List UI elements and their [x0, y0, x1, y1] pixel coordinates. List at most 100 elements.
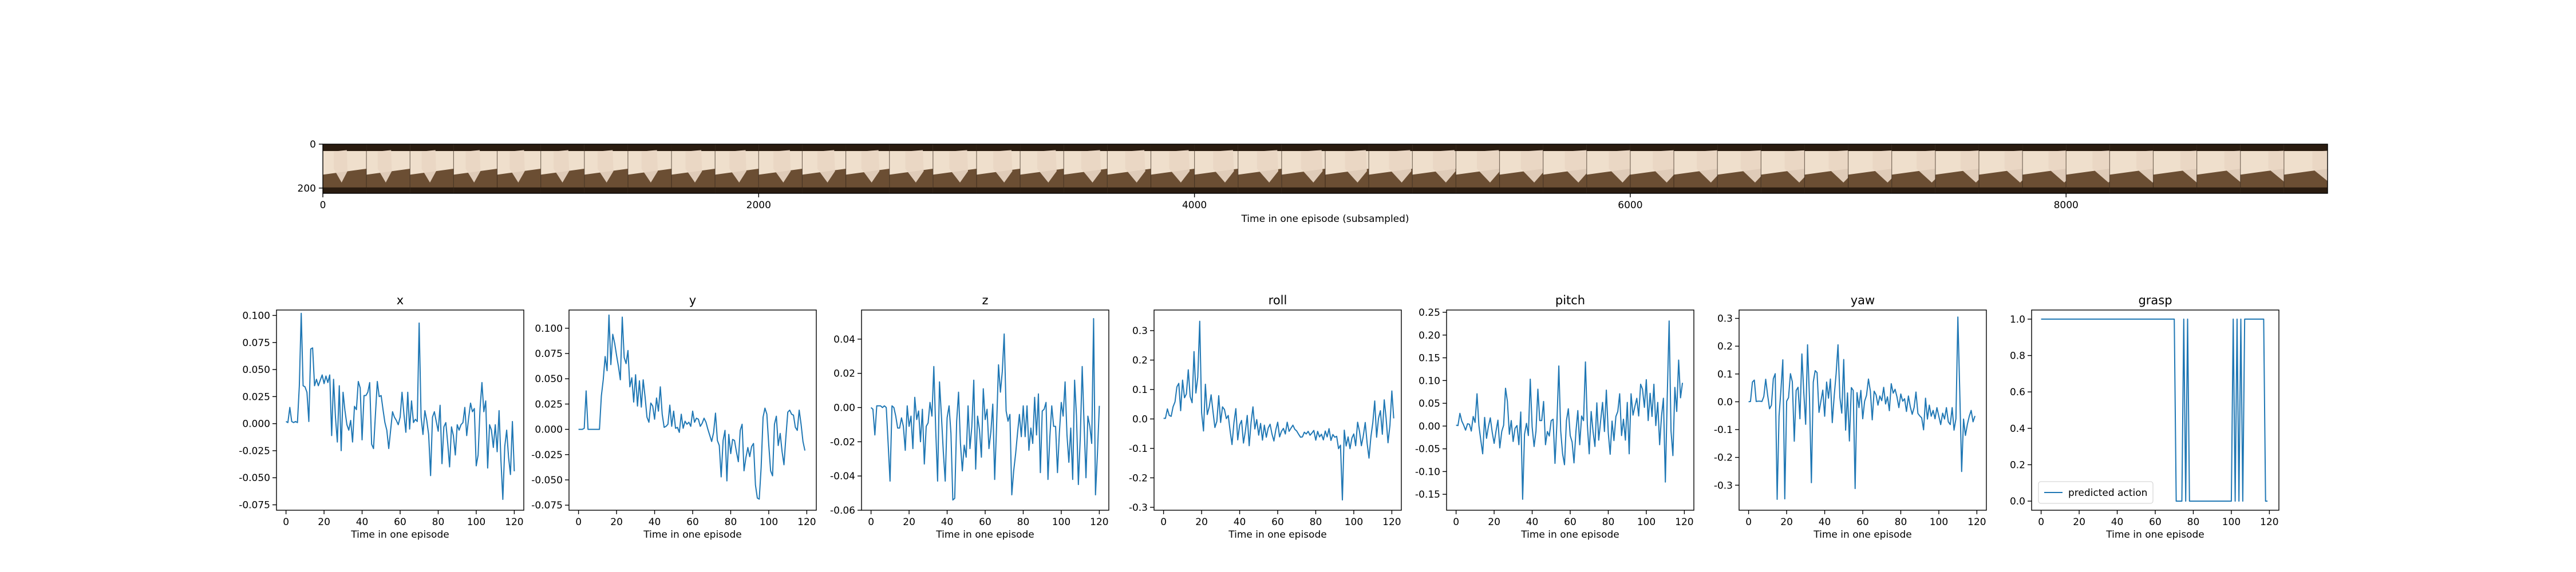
y-tick-label: -0.050: [239, 472, 270, 484]
episode-frame: [2283, 144, 2328, 193]
x-tick-label: 100: [2222, 517, 2241, 528]
y-tick-label: 0.00: [1419, 421, 1440, 432]
x-tick-label: 120: [797, 517, 816, 528]
episode-frame: [889, 144, 933, 193]
episode-frame: [1412, 144, 1456, 193]
episode-frame: [1760, 144, 1811, 193]
x-tick-label: 80: [1602, 517, 1615, 528]
y-tick-label: -0.025: [239, 446, 270, 457]
x-tick-label: 20: [2073, 517, 2085, 528]
y-tick-label: -0.025: [531, 450, 563, 461]
y-tick-label: 0.02: [833, 368, 855, 380]
plot-roll: 0 20 40 60 80 100 120 -0.3 -0.2 -0.1 0.0 0.1 0.2 0.3 r…: [1129, 293, 1402, 541]
y-tick-label: 0.100: [242, 310, 270, 321]
x-axis-label: Time in one episode: [1520, 529, 1619, 541]
x-tick-label: 80: [1895, 517, 1907, 528]
x-tick-label: 40: [1819, 517, 1831, 528]
y-tick-label: 0.1: [1132, 384, 1148, 396]
episode-frame: [1368, 144, 1413, 193]
episode-frame: [1847, 144, 1899, 193]
y-tick-label: 0.05: [1419, 398, 1440, 410]
episode-frame: [409, 144, 454, 193]
x-tick-label: 60: [979, 517, 991, 528]
x-tick-label: 120: [1675, 517, 1693, 528]
y-tick-label: 0.0: [1717, 396, 1733, 408]
episode-frame: [496, 144, 541, 193]
strip-x-tick-label: 0: [320, 200, 326, 211]
x-tick-label: 40: [941, 517, 954, 528]
y-tick-label: 0.15: [1419, 353, 1440, 364]
x-tick-label: 100: [1930, 517, 1948, 528]
episode-frame: [2065, 144, 2121, 193]
episode-frame: [1150, 144, 1195, 193]
y-tick-label: -0.3: [1129, 502, 1148, 514]
y-tick-label: -0.15: [1415, 489, 1440, 500]
x-tick-label: 60: [1564, 517, 1577, 528]
episode-frame: [976, 144, 1021, 193]
episode-frame: [758, 144, 803, 193]
strip-y-tick-label: 200: [298, 183, 316, 194]
y-tick-label: 0.000: [242, 419, 270, 430]
y-tick-label: 0.025: [535, 399, 563, 410]
x-tick-label: 100: [467, 517, 485, 528]
y-tick-label: -0.2: [1714, 452, 1733, 464]
episode-frame: [1586, 144, 1633, 193]
episode-frame: [627, 144, 672, 193]
x-tick-label: 60: [394, 517, 406, 528]
plot-pitch: 0 20 40 60 80 100 120 -0.15 -0.10 -0.05 0.00 0.05 0.…: [1415, 293, 1694, 541]
episode-frames: [323, 144, 2328, 193]
episode-frame: [1020, 144, 1064, 193]
plot-yaw: 0 20 40 60 80 100 120 -0.3 -0.2 -0.1 0.0 0.1 0.2 0.3 y…: [1714, 293, 1987, 541]
plot-z: 0 20 40 60 80 100 120 -0.06 -0.04 -0.02 0.00 0.02 0.…: [830, 293, 1109, 541]
plot-title: y: [689, 293, 696, 307]
y-tick-label: 0.00: [833, 403, 855, 414]
y-tick-label: 0.20: [1419, 330, 1440, 341]
x-tick-label: 40: [2111, 517, 2124, 528]
y-tick-label: -0.05: [1415, 444, 1440, 455]
x-axis-label: Time in one episode: [2105, 529, 2204, 541]
y-tick-label: 0.100: [535, 323, 563, 335]
y-tick-label: -0.1: [1129, 443, 1148, 455]
x-tick-label: 120: [1382, 517, 1401, 528]
strip-x-tick-label: 8000: [2054, 200, 2079, 211]
episode-frame: [933, 144, 977, 193]
episode-frame: [453, 144, 497, 193]
x-tick-label: 80: [2187, 517, 2200, 528]
plot-y: 0 20 40 60 80 100 120 -0.075 -0.050 -0.025 0.000 0.…: [531, 293, 817, 541]
plot-frame: [568, 309, 817, 511]
x-tick-label: 0: [283, 517, 289, 528]
x-axis-label: Time in one episode: [1813, 529, 1911, 541]
y-tick-label: 1.0: [2010, 314, 2025, 325]
x-tick-label: 100: [760, 517, 778, 528]
x-tick-label: 100: [1345, 517, 1363, 528]
y-tick-label: 0.025: [242, 391, 270, 403]
series-line: [2041, 318, 2268, 502]
x-tick-label: 20: [610, 517, 623, 528]
x-axis-label: Time in one episode: [1228, 529, 1326, 541]
y-tick-label: 0.3: [1717, 313, 1733, 325]
plot-frame: [1153, 309, 1402, 511]
y-tick-label: 0.25: [1419, 307, 1440, 319]
series-line: [1163, 320, 1394, 500]
strip-frame: [322, 144, 2328, 194]
y-tick-label: 0.8: [2010, 351, 2025, 362]
y-tick-label: -0.2: [1129, 472, 1148, 484]
episode-frame: [1238, 144, 1282, 193]
x-tick-label: 20: [1195, 517, 1208, 528]
episode-frame: [1804, 144, 1855, 193]
x-tick-label: 0: [1745, 517, 1752, 528]
series-line: [286, 312, 515, 500]
x-tick-label: 40: [356, 517, 369, 528]
strip-y-tick-label: 0: [310, 139, 316, 150]
plot-title: x: [397, 293, 404, 307]
episode-frame: [366, 144, 410, 193]
y-tick-label: 0.075: [535, 348, 563, 360]
x-tick-label: 20: [1488, 517, 1500, 528]
x-tick-label: 100: [1637, 517, 1656, 528]
episode-frame: [1281, 144, 1325, 193]
y-tick-label: -0.06: [830, 505, 855, 517]
strip-x-axis-label: Time in one episode (subsampled): [1240, 213, 1409, 225]
x-tick-label: 20: [903, 517, 915, 528]
episode-frame: [1194, 144, 1238, 193]
